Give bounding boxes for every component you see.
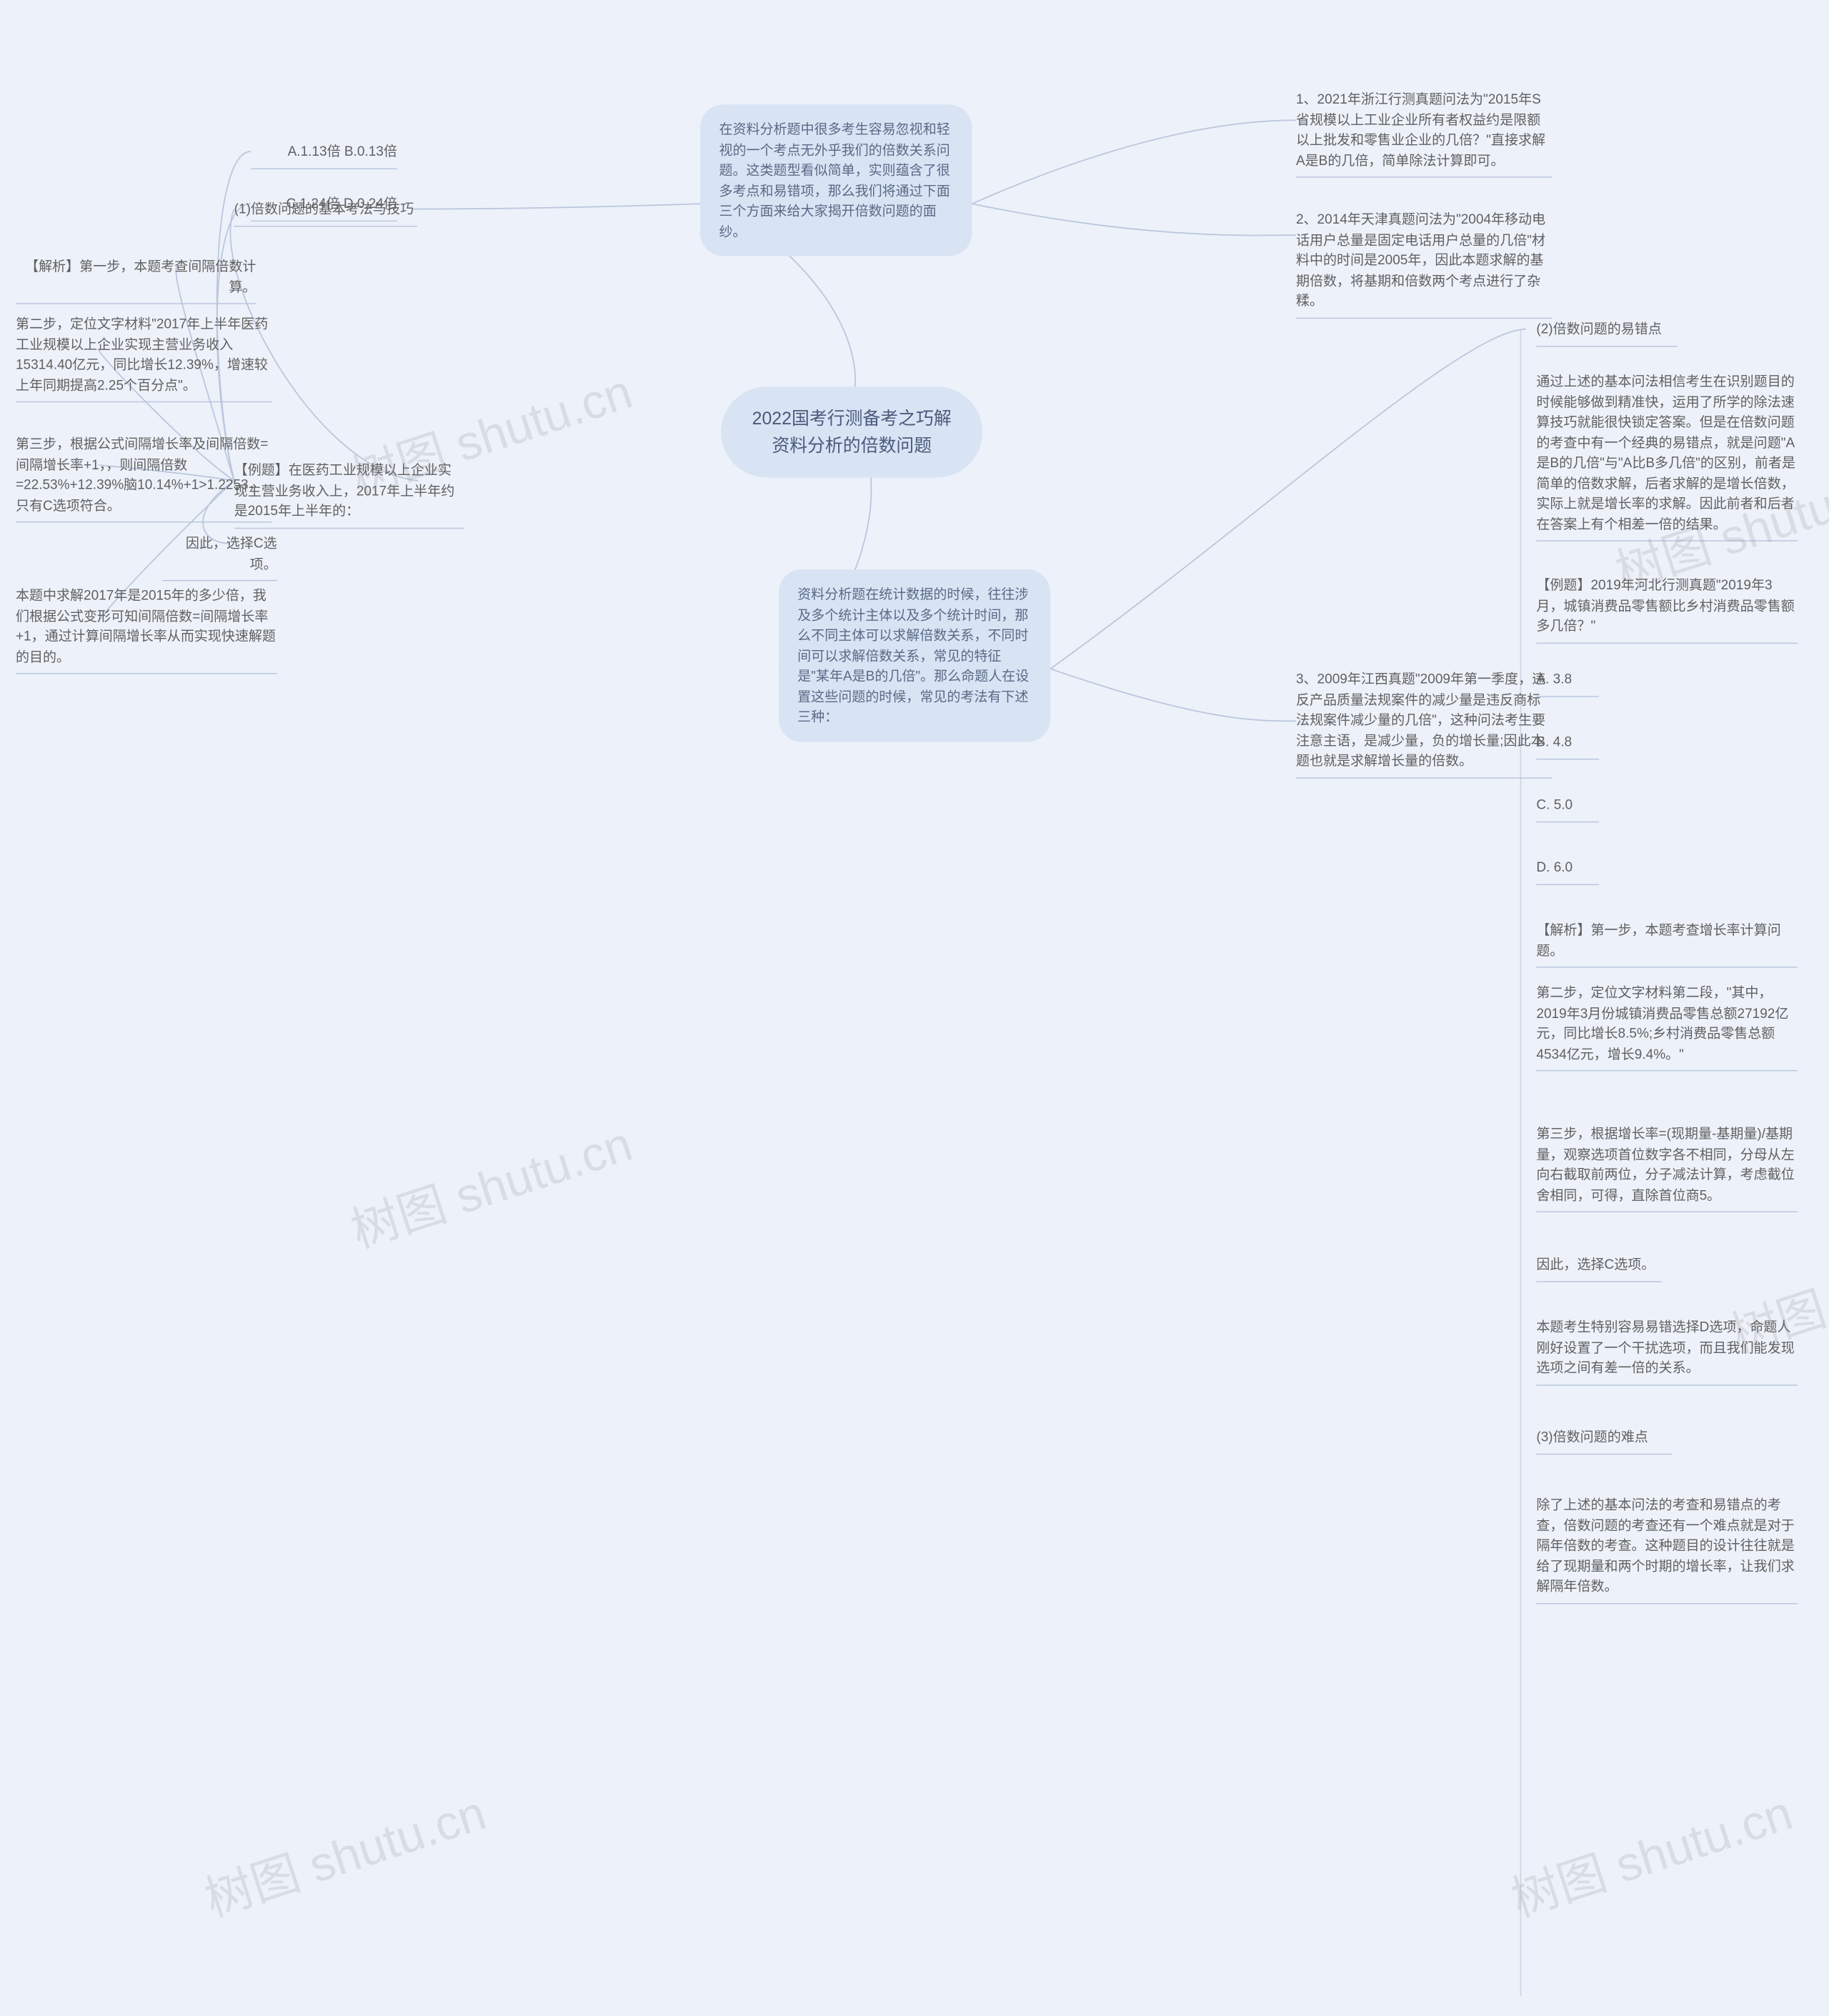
r3-text: 3、2009年江西真题"2009年第一季度，违反产品质量法规案件的减少量是违反商… (1296, 669, 1552, 771)
left-l2b: C.1.24倍 D.0.24倍 (251, 194, 397, 214)
rr2: 【例题】2019年河北行测真题"2019年3月，城镇消费品零售额比乡村消费品零售… (1536, 575, 1798, 648)
left-l2f: 因此，选择C选项。 (162, 533, 277, 574)
rr10: 除了上述的基本问法的考查和易错点的考查，倍数问题的考查还有一个难点就是对于隔年倍… (1536, 1494, 1798, 1608)
left-l2g: 本题中求解2017年是2015年的多少倍，我们根据公式变形可知间隔倍数=间隔增长… (16, 585, 277, 667)
right-r1: 1、2021年浙江行测真题问法为"2015年S省规模以上工业企业所有者权益约是限… (1296, 89, 1552, 181)
rr3a-text: A. 3.8 (1536, 669, 1599, 689)
left-step1: 【解析】第一步，本题考查间隔倍数计算。 (16, 256, 256, 308)
methods-bubble: 资料分析题在统计数据的时候，往往涉及多个统计主体以及多个统计时间，那么不同主体可… (779, 569, 1050, 742)
left-step2: 第二步，定位文字材料"2017年上半年医药工业规模以上企业实现主营业务收入153… (16, 314, 271, 406)
left-l2d: 第二步，定位文字材料"2017年上半年医药工业规模以上企业实现主营业务收入153… (16, 314, 271, 395)
rr1: 通过上述的基本问法相信考生在识别题目的时候能够做到精准快，运用了所学的除法速算技… (1536, 371, 1798, 545)
left-conclusion: 本题中求解2017年是2015年的多少倍，我们根据公式变形可知间隔倍数=间隔增长… (16, 585, 277, 678)
left-therefore: 因此，选择C选项。 (162, 533, 277, 585)
rr6: 第三步，根据增长率=(现期量-基期量)/基期量，观察选项首位数字各不相同，分母从… (1536, 1124, 1798, 1217)
rr9-text: (3)倍数问题的难点 (1536, 1427, 1672, 1447)
r2-text: 2、2014年天津真题问法为"2004年移动电话用户总量是固定电话用户总量的几倍… (1296, 209, 1552, 311)
left-opt-ab: A.1.13倍 B.0.13倍 (251, 141, 397, 173)
rr4: 【解析】第一步，本题考查增长率计算问题。 (1536, 919, 1798, 972)
left-step3: 第三步，根据公式间隔增长率及间隔倍数=间隔增长率+1，，则间隔倍数=22.53%… (16, 434, 271, 527)
rr1-text: 通过上述的基本问法相信考生在识别题目的时候能够做到精准快，运用了所学的除法速算技… (1536, 371, 1798, 534)
rr10-text: 除了上述的基本问法的考查和易错点的考查，倍数问题的考查还有一个难点就是对于隔年倍… (1536, 1494, 1798, 1597)
methods-text: 资料分析题在统计数据的时候，往往涉及多个统计主体以及多个统计时间，那么不同主体可… (797, 587, 1029, 724)
intro-text: 在资料分析题中很多考生容易忽视和轻视的一个考点无外乎我们的倍数关系问题。这类题型… (719, 121, 950, 239)
rr-header-text: (2)倍数问题的易错点 (1536, 319, 1677, 339)
rr3b-text: B. 4.8 (1536, 732, 1599, 752)
left-opt-cd: C.1.24倍 D.0.24倍 (251, 194, 397, 226)
watermark: 树图 shutu.cn (1502, 1775, 1800, 1931)
root-node: 2022国考行测备考之巧解 资料分析的倍数问题 (721, 386, 982, 477)
rr3c-text: C. 5.0 (1536, 794, 1599, 815)
intro-bubble: 在资料分析题中很多考生容易忽视和轻视的一个考点无外乎我们的倍数关系问题。这类题型… (700, 104, 972, 256)
right-r3: 3、2009年江西真题"2009年第一季度，违反产品质量法规案件的减少量是违反商… (1296, 669, 1552, 782)
watermark: 树图 shutu.cn (195, 1775, 494, 1931)
rr7: 因此，选择C选项。 (1536, 1254, 1662, 1286)
rr3c: C. 5.0 (1536, 794, 1599, 827)
rr8: 本题考生特别容易易错选择D选项，命题人刚好设置了一个干扰选项，而且我们能发现选项… (1536, 1317, 1798, 1389)
left-l2e: 第三步，根据公式间隔增长率及间隔倍数=间隔增长率+1，，则间隔倍数=22.53%… (16, 434, 271, 515)
rr3d: D. 6.0 (1536, 857, 1599, 889)
r1-text: 1、2021年浙江行测真题问法为"2015年S省规模以上工业企业所有者权益约是限… (1296, 89, 1552, 170)
rr5-text: 第二步，定位文字材料第二段，"其中，2019年3月份城镇消费品零售总额27192… (1536, 982, 1798, 1064)
rr-header: (2)倍数问题的易错点 (1536, 319, 1677, 351)
rr2-text: 【例题】2019年河北行测真题"2019年3月，城镇消费品零售额比乡村消费品零售… (1536, 575, 1798, 637)
rr3b: B. 4.8 (1536, 732, 1599, 764)
rr6-text: 第三步，根据增长率=(现期量-基期量)/基期量，观察选项首位数字各不相同，分母从… (1536, 1124, 1798, 1205)
rr4-text: 【解析】第一步，本题考查增长率计算问题。 (1536, 919, 1798, 960)
rr3a: A. 3.8 (1536, 669, 1599, 701)
rr5: 第二步，定位文字材料第二段，"其中，2019年3月份城镇消费品零售总额27192… (1536, 982, 1798, 1075)
right-r2: 2、2014年天津真题问法为"2004年移动电话用户总量是固定电话用户总量的几倍… (1296, 209, 1552, 323)
left-l2a: A.1.13倍 B.0.13倍 (251, 141, 397, 161)
rr7-text: 因此，选择C选项。 (1536, 1254, 1662, 1274)
rr9: (3)倍数问题的难点 (1536, 1427, 1672, 1459)
root-title-l1: 2022国考行测备考之巧解 (752, 409, 952, 429)
rr3d-text: D. 6.0 (1536, 857, 1599, 878)
watermark: 树图 shutu.cn (342, 1107, 640, 1262)
root-title-l2: 资料分析的倍数问题 (772, 435, 932, 455)
left-l2c: 【解析】第一步，本题考查间隔倍数计算。 (16, 256, 256, 296)
rr8-text: 本题考生特别容易易错选择D选项，命题人刚好设置了一个干扰选项，而且我们能发现选项… (1536, 1317, 1798, 1378)
